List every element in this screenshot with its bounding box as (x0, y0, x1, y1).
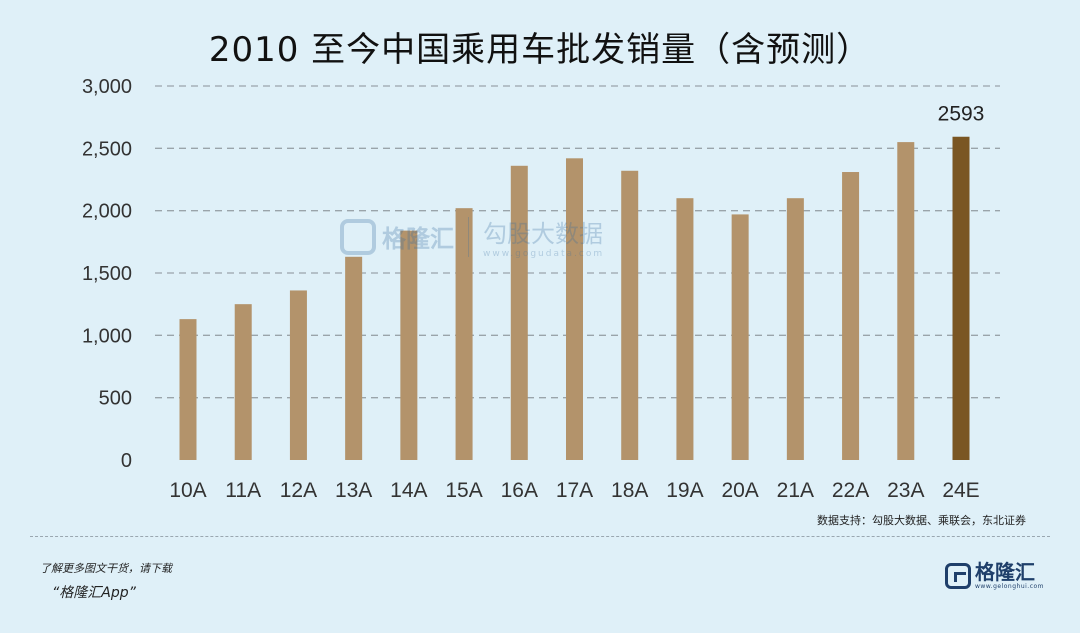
x-tick-label: 22A (832, 479, 869, 502)
watermark-brand: 格隆汇 (382, 225, 454, 253)
x-tick-label: 24E (942, 479, 979, 502)
watermark: 格隆汇 勾股大数据 www.gogudata.com (340, 214, 604, 259)
x-tick-label: 20A (721, 479, 758, 502)
data-label: 2593 (938, 103, 985, 126)
bar-19A (676, 198, 694, 460)
y-tick-label: 3,000 (82, 76, 132, 98)
x-tick-label: 21A (777, 479, 814, 502)
bar-14A (400, 230, 418, 460)
watermark-url: www.gogudata.com (483, 249, 605, 259)
bar-16A (510, 165, 528, 460)
bar-24E (952, 136, 970, 461)
y-tick-label: 0 (121, 450, 132, 472)
x-tick-label: 12A (280, 479, 317, 502)
logo-url: www.gelonghui.com (975, 583, 1045, 590)
bar-10A (179, 319, 197, 460)
footer-divider (30, 536, 1050, 537)
bar-17A (566, 158, 583, 460)
logo-g-icon (945, 562, 971, 589)
x-tick-label: 14A (390, 479, 427, 502)
y-tick-label: 1,000 (82, 325, 132, 347)
x-tick-label: 10A (169, 479, 206, 502)
bar-22A (842, 172, 860, 460)
bar-12A (289, 290, 307, 460)
watermark-separator (468, 216, 469, 257)
x-tick-label: 15A (445, 479, 482, 502)
bars (179, 136, 970, 461)
x-tick-label: 18A (611, 479, 648, 502)
bar-15A (455, 208, 473, 460)
source-note: 数据支持：勾股大数据、乘联会，东北证券 (817, 514, 1026, 527)
bar-23A (897, 142, 915, 460)
bar-13A (345, 256, 363, 460)
x-tick-label: 16A (501, 479, 538, 502)
footer-app-name: “格隆汇App” (52, 585, 136, 601)
data-labels: 2593 (938, 103, 985, 126)
brand-logo: 格隆汇 www.gelonghui.com (945, 561, 1044, 590)
bar-18A (621, 170, 639, 461)
x-axis-labels: 10A 11A 12A 13A 14A 15A 16A 17A 18A 19A 20A 21A 22A 2… (169, 479, 979, 502)
y-tick-label: 2,000 (82, 201, 132, 223)
bar-21A (786, 198, 804, 460)
x-tick-label: 13A (335, 479, 372, 502)
y-axis-labels: 0 500 1,000 1,500 2,000 2,500 3,000 (82, 76, 132, 472)
logo-text: 格隆汇 (975, 560, 1035, 584)
x-tick-label: 17A (556, 479, 593, 502)
chart-title: 2010 至今中国乘用车批发销量（含预测） (208, 30, 872, 70)
x-tick-label: 11A (225, 479, 261, 502)
x-tick-label: 23A (887, 479, 924, 502)
footer-download-text: 了解更多图文干货，请下载 (40, 562, 172, 575)
y-tick-label: 1,500 (82, 263, 132, 285)
watermark-logo-icon (340, 218, 376, 255)
watermark-name: 勾股大数据 (483, 220, 603, 248)
y-tick-label: 2,500 (82, 138, 132, 160)
x-tick-label: 19A (666, 479, 703, 502)
y-tick-label: 500 (99, 388, 132, 410)
bar-20A (731, 214, 749, 460)
bar-11A (234, 304, 252, 460)
